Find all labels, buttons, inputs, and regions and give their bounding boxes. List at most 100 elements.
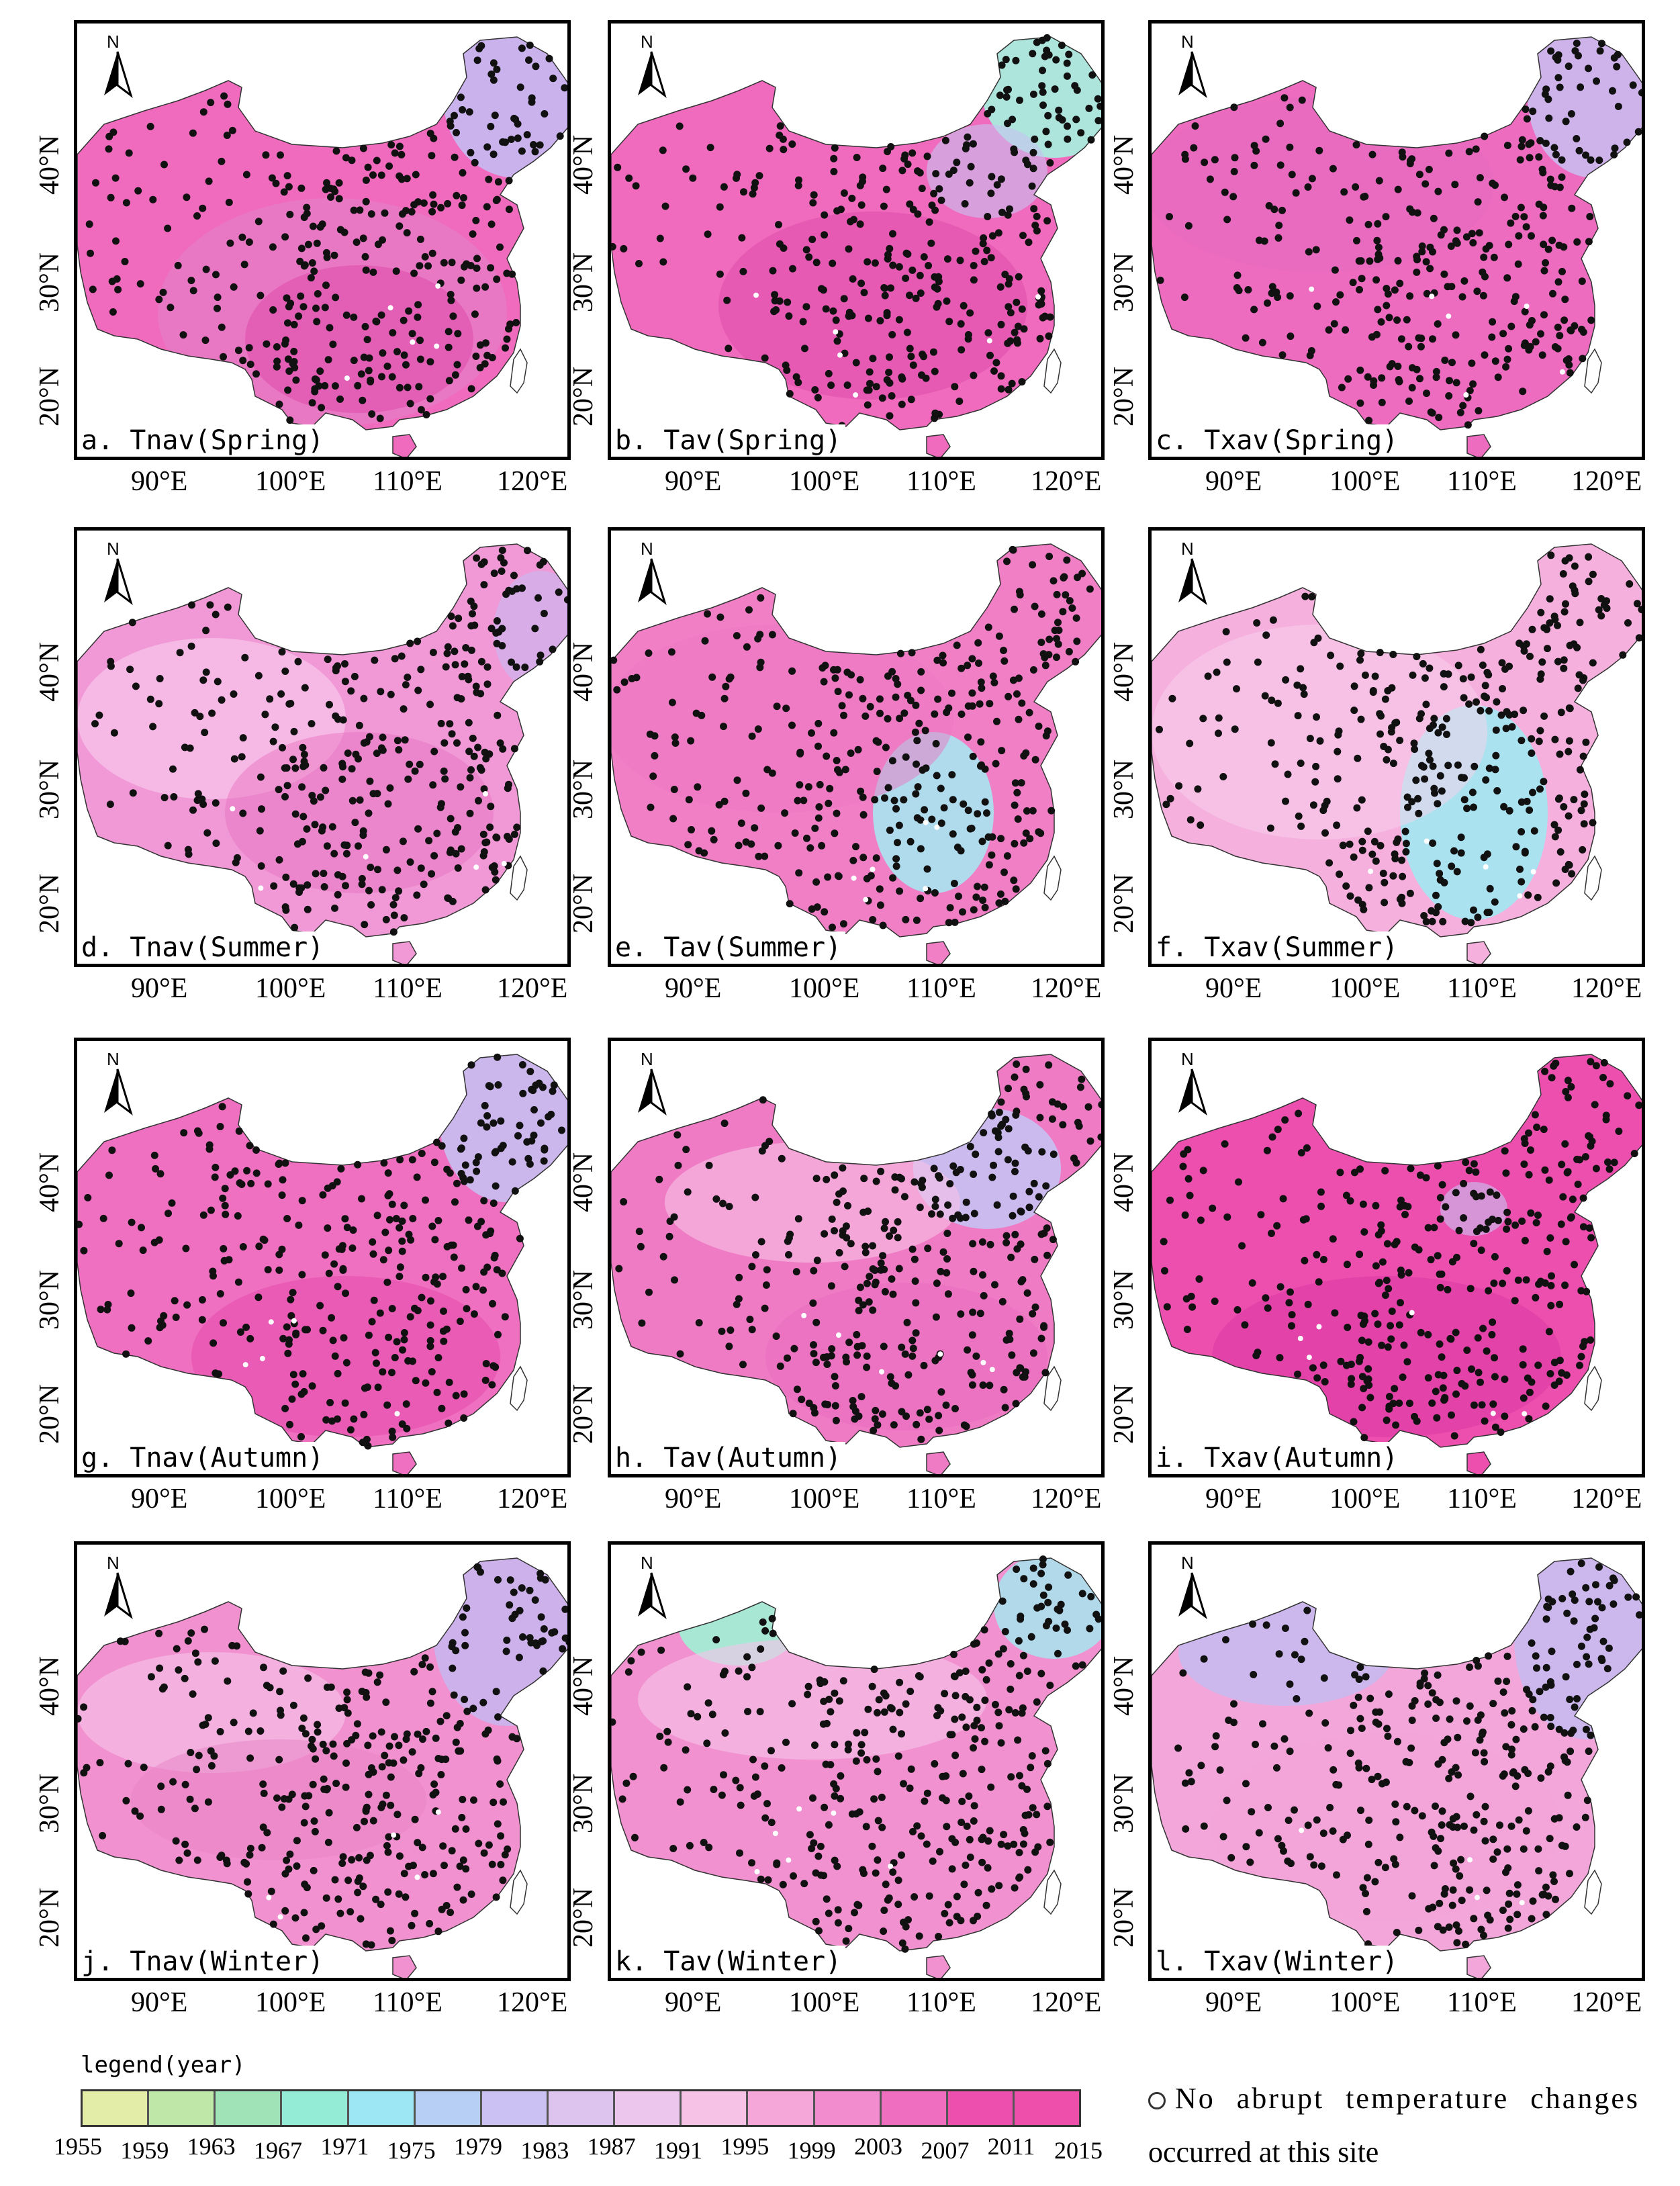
x-tick-label: 100°E xyxy=(255,973,326,1004)
panel-label: e. Tav(Summer) xyxy=(611,931,846,964)
north-label: N xyxy=(1181,32,1194,52)
x-tick-label: 100°E xyxy=(255,466,326,497)
north-arrow-icon: N xyxy=(1172,539,1212,612)
station-dots xyxy=(1156,40,1642,429)
legend-year: 2003 xyxy=(854,2133,902,2160)
station-dots xyxy=(77,1053,565,1450)
y-tick-label: 40°N xyxy=(34,134,65,195)
north-arrow-icon: N xyxy=(631,539,671,612)
legend-swatch xyxy=(814,2091,882,2125)
legend-swatch xyxy=(481,2091,549,2125)
x-tick-label: 110°E xyxy=(906,466,976,497)
x-tick-label: 100°E xyxy=(1329,1987,1401,2018)
map-frame: N d. Tnav(Summer) xyxy=(74,527,571,967)
y-tick-label: 40°N xyxy=(1109,641,1139,702)
north-label: N xyxy=(641,1049,653,1069)
y-tick-label: 20°N xyxy=(34,366,65,426)
y-tick-label: 20°N xyxy=(34,1383,65,1444)
station-dots xyxy=(611,1555,1101,1953)
y-tick-label: 40°N xyxy=(568,641,599,702)
map-panel: N c. Txav(Spring) 90°E 100°E 110°E 120°E 20°… xyxy=(1074,20,1645,517)
legend-title: legend(year) xyxy=(81,2052,246,2079)
legend-year: 1955 xyxy=(54,2133,102,2160)
x-tick-label: 120°E xyxy=(1571,1987,1642,2018)
legend-year: 1983 xyxy=(520,2137,569,2164)
y-tick-label: 40°N xyxy=(34,1655,65,1716)
x-tick-label: 110°E xyxy=(1447,1484,1517,1514)
x-tick-label: 120°E xyxy=(1031,1484,1102,1514)
north-label: N xyxy=(107,32,120,52)
map-panel: N i. Txav(Autumn) 90°E 100°E 110°E 120°E 20°… xyxy=(1074,1038,1645,1535)
map-panel: N h. Tav(Autumn) 90°E 100°E 110°E 120°E 20°N… xyxy=(537,1038,1105,1535)
x-tick-label: 90°E xyxy=(1205,466,1262,497)
y-tick-label: 30°N xyxy=(1109,1773,1139,1833)
station-dots xyxy=(91,547,567,936)
x-tick-label: 120°E xyxy=(1031,466,1102,497)
legend-year-labels: 1955 1959 1963 1967 1971 1975 1979 1983 1987 1991… xyxy=(47,2132,1128,2166)
north-arrow-icon: N xyxy=(97,1553,138,1627)
map-panel: N d. Tnav(Summer) 90°E 100°E 110°E 120°E 20°… xyxy=(0,527,571,1024)
x-tick-label: 110°E xyxy=(1447,466,1517,497)
y-tick-label: 30°N xyxy=(1109,759,1139,819)
x-tick-label: 120°E xyxy=(1571,1484,1642,1514)
station-dots xyxy=(77,1563,567,1949)
legend-year: 2007 xyxy=(921,2137,970,2164)
map-frame: N f. Txav(Summer) xyxy=(1148,527,1645,967)
legend-swatch xyxy=(881,2091,948,2125)
panel-label: a. Tnav(Spring) xyxy=(77,424,328,457)
legend-year: 2015 xyxy=(1054,2137,1103,2164)
x-tick-label: 110°E xyxy=(1447,973,1517,1004)
y-tick-label: 30°N xyxy=(34,1773,65,1833)
legend-note-line2: occurred at this site xyxy=(1148,2136,1379,2169)
legend-note-line1: No abrupt temperature changes xyxy=(1175,2082,1640,2115)
y-tick-label: 30°N xyxy=(568,1773,599,1833)
north-label: N xyxy=(641,32,653,52)
north-label: N xyxy=(107,539,120,559)
y-tick-label: 20°N xyxy=(568,366,599,426)
x-tick-label: 90°E xyxy=(131,1484,188,1514)
panel-label: b. Tav(Spring) xyxy=(611,424,846,457)
legend-year: 1995 xyxy=(720,2133,769,2160)
panel-label: k. Tav(Winter) xyxy=(611,1946,846,1978)
legend-swatch xyxy=(748,2091,815,2125)
map-frame: N l. Txav(Winter) xyxy=(1148,1541,1645,1981)
y-tick-label: 20°N xyxy=(1109,1887,1139,1948)
x-tick-label: 100°E xyxy=(789,973,860,1004)
x-tick-label: 120°E xyxy=(497,973,568,1004)
station-dots xyxy=(1156,551,1642,927)
north-arrow-icon: N xyxy=(631,32,671,105)
map-frame: N e. Tav(Summer) xyxy=(608,527,1105,967)
x-tick-label: 110°E xyxy=(373,1987,442,2018)
north-label: N xyxy=(1181,1553,1194,1573)
y-tick-label: 40°N xyxy=(1109,1655,1139,1716)
legend-note: No abrupt temperature changes occurred a… xyxy=(1148,2072,1672,2179)
x-tick-label: 110°E xyxy=(1447,1987,1517,2018)
map-frame: N a. Tnav(Spring) xyxy=(74,20,571,460)
y-tick-label: 30°N xyxy=(568,759,599,819)
panel-label: h. Tav(Autumn) xyxy=(611,1442,846,1474)
map-frame: N g. Tnav(Autumn) xyxy=(74,1038,571,1477)
x-tick-label: 90°E xyxy=(1205,1987,1262,2018)
panel-label: f. Txav(Summer) xyxy=(1152,931,1403,964)
panel-label: j. Tnav(Winter) xyxy=(77,1946,328,1978)
panel-label: g. Tnav(Autumn) xyxy=(77,1442,328,1474)
y-tick-label: 30°N xyxy=(568,252,599,312)
y-tick-label: 30°N xyxy=(1109,252,1139,312)
x-tick-label: 120°E xyxy=(497,466,568,497)
north-label: N xyxy=(107,1049,120,1069)
y-tick-label: 20°N xyxy=(34,1887,65,1948)
x-tick-label: 110°E xyxy=(373,1484,442,1514)
map-frame: N k. Tav(Winter) xyxy=(608,1541,1105,1981)
north-arrow-icon: N xyxy=(631,1553,671,1627)
north-arrow-icon: N xyxy=(97,32,138,105)
legend: legend(year) 1955 1959 1963 1967 1971 1975 197… xyxy=(47,2052,1680,2186)
station-dots xyxy=(611,34,1101,430)
legend-swatch xyxy=(348,2091,416,2125)
north-label: N xyxy=(107,1553,120,1573)
y-tick-label: 20°N xyxy=(1109,873,1139,933)
north-arrow-icon: N xyxy=(1172,32,1212,105)
y-tick-label: 20°N xyxy=(1109,366,1139,426)
legend-year: 2011 xyxy=(987,2133,1035,2160)
map-panel: N a. Tnav(Spring) 90°E 100°E 110°E 120°E 20°… xyxy=(0,20,571,517)
x-tick-label: 120°E xyxy=(1571,973,1642,1004)
